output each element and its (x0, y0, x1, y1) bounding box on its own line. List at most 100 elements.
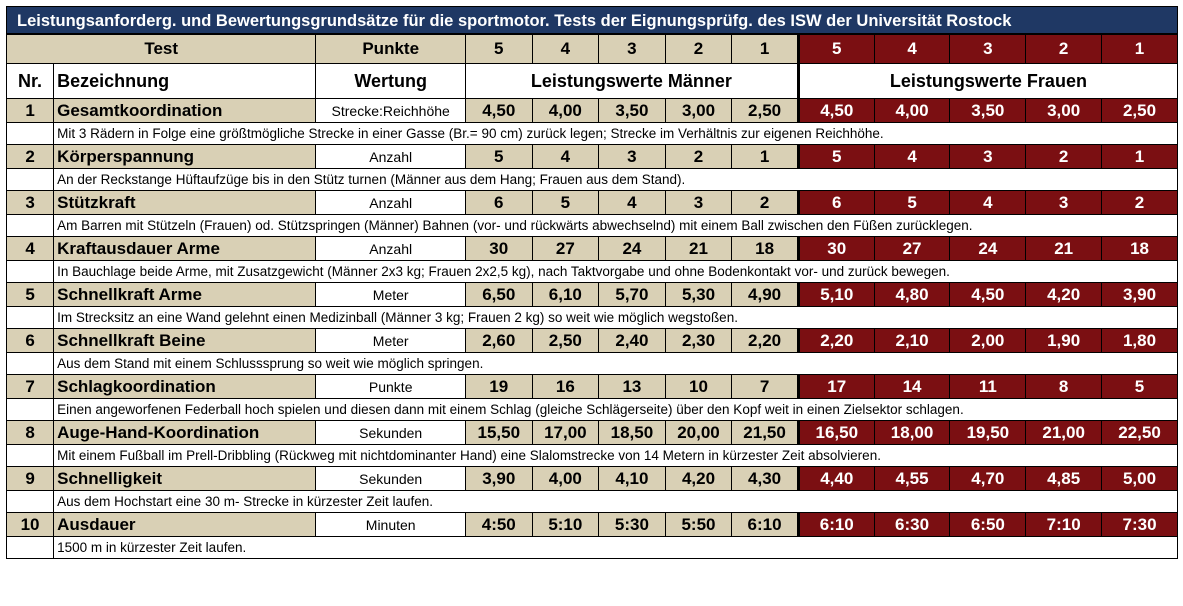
men-value: 10 (664, 374, 733, 399)
sheet-title: Leistungsanforderg. und Bewertungsgrunds… (6, 6, 1178, 34)
header-women-points-5: 5 (796, 34, 875, 64)
description-row: Am Barren mit Stützeln (Frauen) od. Stüt… (5, 214, 1178, 237)
row-number: 6 (5, 328, 55, 353)
table-row: 1 Gesamtkoordination Strecke:Reichhöhe 4,50… (5, 98, 1178, 123)
table-row: 7 Schlagkoordination Punkte 19 16 13 10 7 17 14 11… (5, 374, 1178, 399)
scoring-unit: Meter (315, 282, 466, 307)
description-row: Aus dem Hochstart eine 30 m- Strecke in … (5, 490, 1178, 513)
women-value: 4,85 (1025, 466, 1103, 491)
women-value: 4,80 (873, 282, 951, 307)
women-value: 18 (1101, 236, 1178, 261)
men-value: 27 (531, 236, 600, 261)
women-value: 8 (1025, 374, 1103, 399)
test-description: Einen angeworfenen Federball hoch spiele… (53, 398, 1178, 421)
men-value: 4,90 (731, 282, 799, 307)
test-description: Mit 3 Rädern in Folge eine größtmögliche… (53, 122, 1178, 145)
women-value: 22,50 (1101, 420, 1178, 445)
description-spacer (5, 352, 55, 375)
men-value: 2,60 (464, 328, 533, 353)
table-row: 9 Schnelligkeit Sekunden 3,90 4,00 4,10 4,20 4,… (5, 466, 1178, 491)
women-value: 2 (1101, 190, 1178, 215)
women-value: 27 (873, 236, 951, 261)
test-description: Mit einem Fußball im Prell-Dribbling (Rü… (53, 444, 1178, 467)
men-value: 6:10 (731, 512, 799, 537)
men-value: 1 (731, 144, 799, 169)
table-row: 2 Körperspannung Anzahl 5 4 3 2 1 5 4 3 2 1 (5, 144, 1178, 169)
row-number: 9 (5, 466, 55, 491)
women-value: 16,50 (796, 420, 875, 445)
men-value: 7 (731, 374, 799, 399)
women-value: 2 (1025, 144, 1103, 169)
women-value: 14 (873, 374, 951, 399)
women-value: 1,90 (1025, 328, 1103, 353)
scoring-unit: Strecke:Reichhöhe (315, 98, 466, 123)
scoring-unit: Sekunden (315, 420, 466, 445)
men-value: 21,50 (731, 420, 799, 445)
header-men-points-2: 2 (664, 34, 733, 64)
women-value: 4,50 (949, 282, 1027, 307)
women-value: 30 (796, 236, 875, 261)
women-value: 2,20 (796, 328, 875, 353)
men-value: 24 (598, 236, 666, 261)
description-row: 1500 m in kürzester Zeit laufen. (5, 536, 1178, 559)
header-nr: Nr. (5, 63, 55, 99)
description-row: Mit 3 Rädern in Folge eine größtmögliche… (5, 122, 1178, 145)
test-description: An der Reckstange Hüftaufzüge bis in den… (53, 168, 1178, 191)
description-row: Aus dem Stand mit einem Schlusssprung so… (5, 352, 1178, 375)
women-value: 3 (949, 144, 1027, 169)
description-spacer (5, 214, 55, 237)
table-row: 10 Ausdauer Minuten 4:50 5:10 5:30 5:50 6:10 6:1… (5, 512, 1178, 537)
men-value: 3 (664, 190, 733, 215)
men-value: 2,40 (598, 328, 666, 353)
men-value: 18 (731, 236, 799, 261)
men-value: 3,50 (598, 98, 666, 123)
description-row: Im Strecksitz an eine Wand gelehnt einen… (5, 306, 1178, 329)
women-value: 3,90 (1101, 282, 1178, 307)
women-value: 5 (1101, 374, 1178, 399)
men-value: 2 (664, 144, 733, 169)
men-value: 2,50 (731, 98, 799, 123)
table-row: 3 Stützkraft Anzahl 6 5 4 3 2 6 5 4 3 2 (5, 190, 1178, 215)
men-value: 15,50 (464, 420, 533, 445)
women-value: 21,00 (1025, 420, 1103, 445)
description-row: An der Reckstange Hüftaufzüge bis in den… (5, 168, 1178, 191)
men-value: 4,10 (598, 466, 666, 491)
men-value: 5,30 (664, 282, 733, 307)
test-name: Kraftausdauer Arme (53, 236, 317, 261)
scoring-unit: Anzahl (315, 236, 466, 261)
header-women-points-3: 3 (949, 34, 1027, 64)
men-value: 5:30 (598, 512, 666, 537)
women-value: 19,50 (949, 420, 1027, 445)
test-name: Schlagkoordination (53, 374, 317, 399)
scoring-unit: Punkte (315, 374, 466, 399)
test-name: Auge-Hand-Koordination (53, 420, 317, 445)
header-women-values: Leistungswerte Frauen (796, 63, 1179, 99)
men-value: 4,00 (531, 466, 600, 491)
men-value: 4:50 (464, 512, 533, 537)
test-name: Schnelligkeit (53, 466, 317, 491)
row-number: 8 (5, 420, 55, 445)
header-row-labels: Nr. Bezeichnung Wertung Leistungswerte M… (5, 63, 1179, 99)
women-value: 7:30 (1101, 512, 1178, 537)
test-description: 1500 m in kürzester Zeit laufen. (53, 536, 1178, 559)
women-value: 4 (949, 190, 1027, 215)
women-value: 4,55 (873, 466, 951, 491)
men-value: 2 (731, 190, 799, 215)
men-value: 5:50 (664, 512, 733, 537)
scoring-unit: Meter (315, 328, 466, 353)
test-description: Am Barren mit Stützeln (Frauen) od. Stüt… (53, 214, 1178, 237)
men-value: 19 (464, 374, 533, 399)
women-value: 2,10 (873, 328, 951, 353)
women-value: 5 (796, 144, 875, 169)
test-name: Gesamtkoordination (53, 98, 317, 123)
men-value: 4,00 (531, 98, 600, 123)
women-value: 4,20 (1025, 282, 1103, 307)
header-punkte: Punkte (315, 34, 466, 64)
women-value: 4,70 (949, 466, 1027, 491)
men-value: 21 (664, 236, 733, 261)
women-value: 4 (873, 144, 951, 169)
header-women-points-1: 1 (1101, 34, 1178, 64)
women-value: 6:30 (873, 512, 951, 537)
men-value: 2,20 (731, 328, 799, 353)
men-value: 4 (598, 190, 666, 215)
